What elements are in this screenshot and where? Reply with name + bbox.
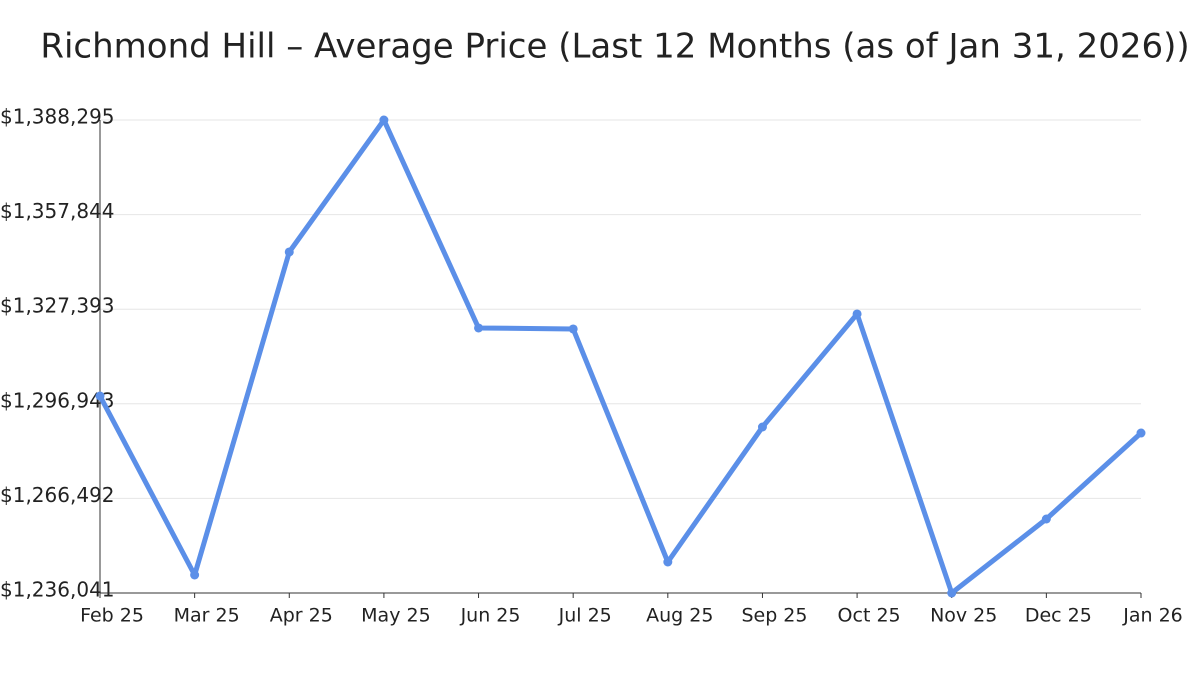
x-tick-label: Jul 25 [558,605,612,627]
point [663,557,673,567]
y-tick-label: $1,266,492 [0,483,115,507]
x-tick-label: Sep 25 [741,605,807,627]
point [474,323,484,333]
point [95,391,105,401]
y-tick-label: $1,236,041 [0,578,115,602]
x-tick-label: Nov 25 [930,605,997,627]
x-tick-label: Feb 25 [80,605,144,627]
point [190,570,200,580]
point [379,115,389,125]
y-tick-label: $1,327,393 [0,294,115,318]
x-tick-label: Jan 26 [1122,605,1183,627]
point [568,324,578,334]
point [284,247,294,257]
chart-title: Richmond Hill – Average Price (Last 12 M… [40,27,1189,67]
y-tick-label: $1,296,943 [0,388,115,412]
point [757,422,767,432]
x-tick-label: Mar 25 [174,605,240,627]
x-tick-label: Oct 25 [838,605,901,627]
y-tick-label: $1,357,844 [0,199,115,223]
point [1136,428,1146,438]
x-tick-label: Dec 25 [1025,605,1092,627]
x-tick-label: Aug 25 [646,605,713,627]
x-tick-label: Apr 25 [270,605,333,627]
point [947,588,957,598]
x-tick-label: May 25 [361,605,431,627]
point [1041,514,1051,524]
x-tick-label: Jun 25 [460,605,521,627]
y-tick-label: $1,388,295 [0,105,115,129]
line-series [97,117,1143,596]
point [852,309,862,319]
